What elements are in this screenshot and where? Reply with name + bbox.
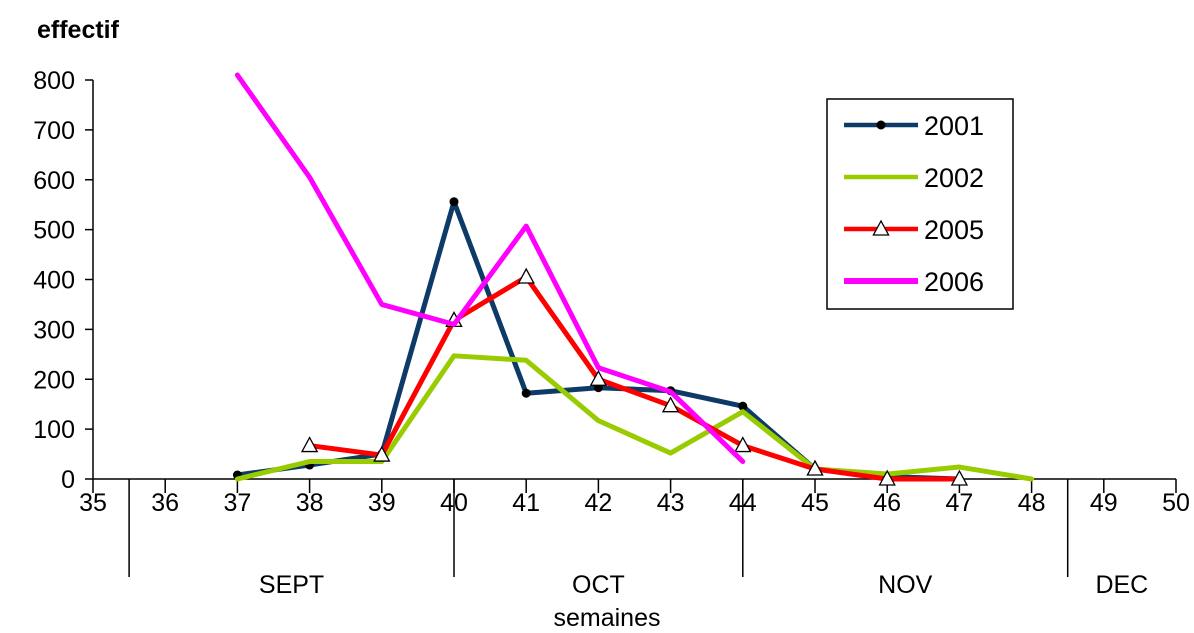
legend-label-2001: 2001 (924, 111, 984, 141)
point-2001 (738, 401, 748, 411)
point-2005 (517, 267, 535, 284)
month-label: OCT (572, 571, 625, 599)
legend-label-2005: 2005 (924, 215, 984, 245)
x-tick-label: 46 (873, 489, 901, 517)
series-line-2005 (307, 274, 962, 482)
y-tick-label: 600 (33, 167, 75, 195)
y-tick-label: 500 (33, 217, 75, 245)
point-2005 (661, 396, 680, 413)
legend-label-2006: 2006 (924, 267, 984, 297)
x-tick-label: 43 (657, 489, 685, 517)
month-label: NOV (878, 571, 933, 599)
legend-label-2002: 2002 (924, 163, 984, 193)
point-2001 (449, 197, 459, 207)
point-2005 (373, 445, 391, 462)
legend: 2001 2002 2005 2006 (826, 98, 1014, 310)
point-2005 (878, 469, 896, 486)
y-tick-label: 400 (33, 267, 75, 295)
y-tick-label: 200 (33, 366, 75, 394)
point-2005 (300, 436, 319, 453)
month-label: DEC (1095, 571, 1148, 599)
legend-box (826, 98, 1014, 310)
point-2005 (806, 459, 824, 476)
series-line-2002 (234, 353, 1035, 482)
x-tick-label: 36 (151, 489, 179, 517)
legend-marker-2001 (876, 120, 886, 130)
x-tick-label: 41 (512, 489, 540, 517)
series-line-2006 (234, 72, 746, 465)
x-tick-label: 42 (584, 489, 612, 517)
y-tick-label: 100 (33, 416, 75, 444)
y-tick-label: 800 (33, 67, 75, 95)
series-group (232, 72, 1035, 486)
x-tick-label: 39 (368, 489, 396, 517)
x-tick-label: 35 (79, 489, 107, 517)
point-2005 (589, 369, 608, 386)
month-label: SEPT (259, 571, 324, 599)
x-tick-label: 37 (223, 489, 251, 517)
y-tick-label: 700 (33, 117, 75, 145)
x-tick-label: 48 (1018, 489, 1046, 517)
x-tick-label: 47 (945, 489, 973, 517)
point-2005 (734, 436, 752, 453)
x-tick-label: 49 (1090, 489, 1118, 517)
point-2005 (950, 469, 969, 486)
y-axis: 0 100 200 300 400 500 600 700 800 (33, 67, 94, 494)
legend-marker-2005 (872, 219, 890, 236)
y-axis-label: effectif (37, 16, 120, 44)
x-axis: 35 36 37 38 39 40 41 42 43 44 45 46 47 48 49 50 (79, 478, 1190, 517)
month-labels: SEPT OCT NOV DEC (128, 479, 1148, 599)
x-axis-label: semaines (554, 604, 661, 632)
point-2001 (521, 388, 531, 398)
x-tick-label: 50 (1162, 489, 1190, 517)
y-tick-label: 300 (33, 316, 75, 344)
y-tick-label: 0 (61, 466, 75, 494)
x-tick-label: 38 (296, 489, 324, 517)
x-tick-label: 45 (801, 489, 829, 517)
